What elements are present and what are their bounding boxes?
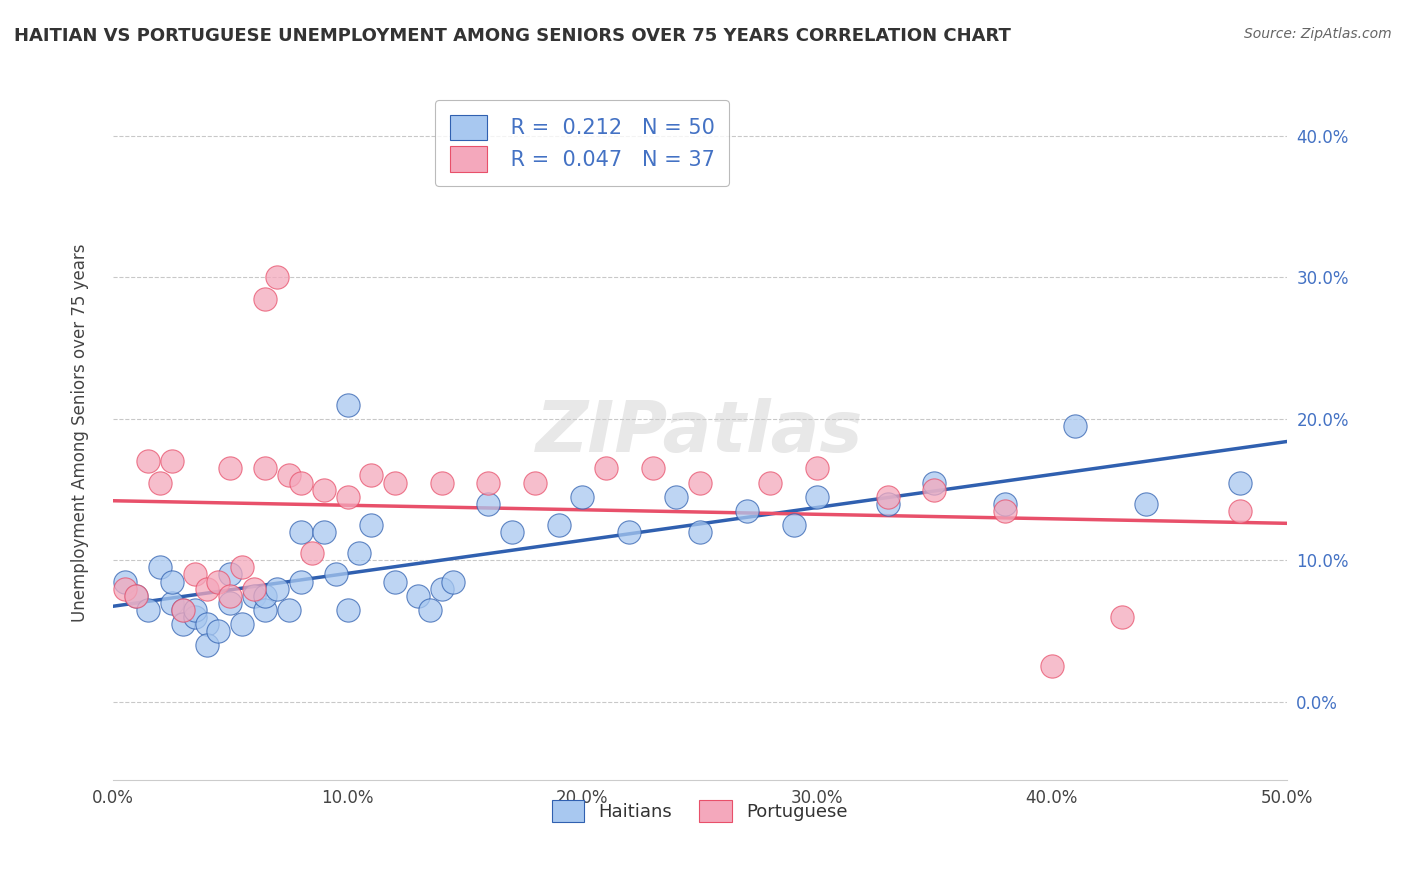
Point <box>184 610 207 624</box>
Point <box>876 497 898 511</box>
Point <box>806 461 828 475</box>
Legend: Haitians, Portuguese: Haitians, Portuguese <box>541 789 859 833</box>
Point <box>477 497 499 511</box>
Point <box>231 560 253 574</box>
Point <box>325 567 347 582</box>
Point <box>876 490 898 504</box>
Point <box>195 617 218 632</box>
Point <box>254 603 277 617</box>
Point <box>136 454 159 468</box>
Point <box>1229 504 1251 518</box>
Point <box>595 461 617 475</box>
Point <box>571 490 593 504</box>
Point <box>184 603 207 617</box>
Point <box>994 497 1017 511</box>
Point <box>266 582 288 596</box>
Point <box>231 617 253 632</box>
Point <box>1040 659 1063 673</box>
Point <box>441 574 464 589</box>
Point <box>277 468 299 483</box>
Point <box>172 603 194 617</box>
Point <box>1229 475 1251 490</box>
Point <box>149 560 172 574</box>
Point <box>290 574 312 589</box>
Point <box>184 567 207 582</box>
Point <box>242 589 264 603</box>
Text: ZIPatlas: ZIPatlas <box>536 399 863 467</box>
Point <box>160 454 183 468</box>
Point <box>1064 418 1087 433</box>
Point <box>219 461 242 475</box>
Point <box>195 582 218 596</box>
Point <box>336 398 359 412</box>
Point <box>994 504 1017 518</box>
Point <box>266 270 288 285</box>
Point <box>149 475 172 490</box>
Point <box>160 596 183 610</box>
Text: HAITIAN VS PORTUGUESE UNEMPLOYMENT AMONG SENIORS OVER 75 YEARS CORRELATION CHART: HAITIAN VS PORTUGUESE UNEMPLOYMENT AMONG… <box>14 27 1011 45</box>
Point <box>1135 497 1157 511</box>
Point <box>254 292 277 306</box>
Point <box>219 589 242 603</box>
Point <box>406 589 429 603</box>
Point <box>172 617 194 632</box>
Point <box>125 589 148 603</box>
Point <box>336 490 359 504</box>
Point <box>689 475 711 490</box>
Point <box>641 461 664 475</box>
Point <box>924 483 946 497</box>
Point <box>336 603 359 617</box>
Point <box>524 475 547 490</box>
Point <box>501 524 523 539</box>
Point <box>806 490 828 504</box>
Point <box>277 603 299 617</box>
Point <box>360 518 382 533</box>
Point <box>430 475 453 490</box>
Point <box>125 589 148 603</box>
Point <box>349 546 371 560</box>
Point <box>547 518 569 533</box>
Point <box>384 574 406 589</box>
Point <box>314 483 336 497</box>
Point <box>160 574 183 589</box>
Point <box>301 546 323 560</box>
Y-axis label: Unemployment Among Seniors over 75 years: Unemployment Among Seniors over 75 years <box>72 244 89 623</box>
Point <box>477 475 499 490</box>
Point <box>430 582 453 596</box>
Point <box>619 524 641 539</box>
Point <box>1111 610 1133 624</box>
Point <box>419 603 441 617</box>
Point <box>219 596 242 610</box>
Point <box>665 490 688 504</box>
Point <box>782 518 804 533</box>
Point <box>219 567 242 582</box>
Point <box>114 582 136 596</box>
Point <box>195 638 218 652</box>
Point <box>314 524 336 539</box>
Point <box>254 461 277 475</box>
Point <box>689 524 711 539</box>
Text: Source: ZipAtlas.com: Source: ZipAtlas.com <box>1244 27 1392 41</box>
Point <box>172 603 194 617</box>
Point <box>136 603 159 617</box>
Point <box>242 582 264 596</box>
Point <box>735 504 758 518</box>
Point <box>207 574 229 589</box>
Point <box>254 589 277 603</box>
Point <box>207 624 229 638</box>
Point <box>360 468 382 483</box>
Point <box>759 475 782 490</box>
Point <box>114 574 136 589</box>
Point <box>384 475 406 490</box>
Point <box>924 475 946 490</box>
Point <box>290 475 312 490</box>
Point <box>290 524 312 539</box>
